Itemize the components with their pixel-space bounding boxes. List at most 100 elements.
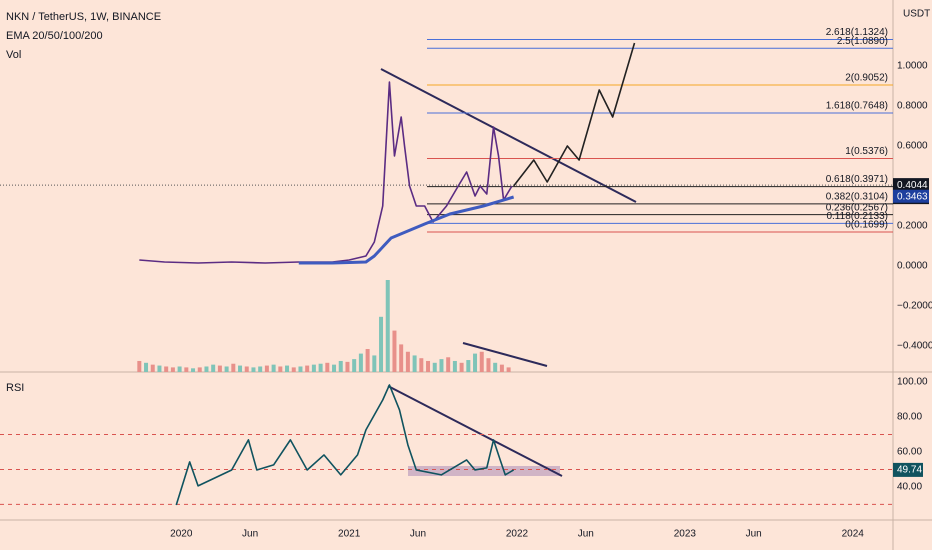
volume-bar bbox=[251, 367, 256, 372]
volume-bar bbox=[466, 360, 471, 372]
volume-bar bbox=[412, 355, 417, 372]
x-tick-label: 2020 bbox=[170, 529, 193, 540]
indicator-label: Vol bbox=[6, 49, 21, 61]
y-tick-label: 100.00 bbox=[897, 377, 928, 388]
volume-bar bbox=[439, 359, 444, 372]
volume-bar bbox=[318, 363, 323, 372]
trend-line bbox=[380, 68, 637, 203]
volume-bar bbox=[379, 316, 384, 372]
volume-bar bbox=[372, 355, 377, 372]
x-tick-label: Jun bbox=[242, 529, 258, 540]
volume-bar bbox=[352, 359, 357, 372]
x-tick-label: 2024 bbox=[842, 529, 865, 540]
volume-bar bbox=[278, 366, 283, 372]
price-tag-label: 0.4044 bbox=[897, 180, 928, 191]
y-tick-label: 0.6000 bbox=[897, 141, 928, 152]
volume-bar bbox=[177, 366, 182, 372]
volume-bar bbox=[419, 358, 424, 372]
volume-bar bbox=[204, 366, 209, 372]
volume-bar bbox=[385, 280, 390, 372]
volume-bar bbox=[285, 365, 290, 372]
price-line bbox=[298, 195, 515, 265]
symbol-title: NKN / TetherUS, 1W, BINANCE bbox=[6, 11, 161, 23]
x-tick-label: 2023 bbox=[674, 529, 697, 540]
volume-bar bbox=[499, 364, 504, 372]
volume-bar bbox=[345, 361, 350, 372]
volume-bar bbox=[446, 357, 451, 372]
volume-bar bbox=[150, 364, 155, 372]
volume-bar bbox=[170, 367, 175, 372]
fib-label: 1.618(0.7648) bbox=[826, 101, 888, 112]
y-tick-label: −0.2000 bbox=[897, 301, 932, 312]
fib-label: 2.5(1.0890) bbox=[837, 36, 888, 47]
x-tick-label: Jun bbox=[410, 529, 426, 540]
fib-label: 0.618(0.3971) bbox=[826, 174, 888, 185]
volume-bar bbox=[405, 351, 410, 372]
volume-bar bbox=[399, 344, 404, 372]
x-tick-label: Jun bbox=[746, 529, 762, 540]
y-tick-label: 0.0000 bbox=[897, 261, 928, 272]
x-tick-label: 2022 bbox=[506, 529, 529, 540]
volume-bar bbox=[325, 362, 330, 372]
fib-label: 2(0.9052) bbox=[845, 73, 888, 84]
volume-bar bbox=[358, 353, 363, 372]
volume-bar bbox=[459, 362, 464, 372]
price-line bbox=[139, 81, 513, 264]
volume-bar bbox=[211, 364, 216, 372]
volume-bar bbox=[264, 365, 269, 372]
volume-bar bbox=[291, 367, 296, 372]
y-tick-label: 1.0000 bbox=[897, 61, 928, 72]
x-tick-label: Jun bbox=[578, 529, 594, 540]
volume-bar bbox=[217, 365, 222, 372]
indicator-label: EMA 20/50/100/200 bbox=[6, 30, 103, 42]
currency-label: USDT bbox=[903, 9, 930, 20]
volume-bar bbox=[365, 349, 370, 372]
y-tick-label: 60.00 bbox=[897, 447, 922, 458]
volume-bar bbox=[191, 368, 196, 372]
volume-bar bbox=[258, 366, 263, 372]
volume-bar bbox=[305, 365, 310, 372]
volume-bar bbox=[506, 367, 511, 372]
volume-bar bbox=[271, 364, 276, 372]
fib-label: 0.382(0.3104) bbox=[826, 192, 888, 203]
trend-line bbox=[387, 385, 563, 477]
volume-bar bbox=[244, 366, 249, 372]
volume-bar bbox=[157, 365, 162, 372]
y-tick-label: −0.4000 bbox=[897, 341, 932, 352]
volume-bar bbox=[392, 330, 397, 372]
volume-bar bbox=[144, 362, 149, 372]
y-tick-label: 0.8000 bbox=[897, 101, 928, 112]
fib-label: 2.618(1.1324) bbox=[826, 27, 888, 38]
price-line bbox=[175, 384, 515, 506]
y-tick-label: 0.2000 bbox=[897, 221, 928, 232]
volume-bar bbox=[137, 360, 142, 372]
volume-bar bbox=[338, 360, 343, 372]
volume-bar bbox=[452, 360, 457, 372]
rsi-tag bbox=[893, 462, 923, 477]
trend-line bbox=[462, 342, 548, 367]
fib-label: 0.236(0.2567) bbox=[826, 202, 888, 213]
y-tick-label: 80.00 bbox=[897, 412, 922, 423]
volume-bar bbox=[164, 366, 169, 372]
volume-bar bbox=[332, 364, 337, 372]
volume-bar bbox=[473, 353, 478, 372]
fib-label: 1(0.5376) bbox=[845, 146, 888, 157]
volume-bar bbox=[311, 364, 316, 372]
rsi-title: RSI bbox=[6, 382, 24, 394]
volume-bar bbox=[493, 362, 498, 372]
rsi-tag-label: 49.74 bbox=[897, 465, 922, 476]
volume-bar bbox=[479, 351, 484, 372]
volume-bar bbox=[432, 362, 437, 372]
volume-bar bbox=[426, 360, 431, 372]
volume-bar bbox=[486, 358, 491, 372]
price-line bbox=[513, 42, 636, 187]
volume-bar bbox=[224, 366, 229, 372]
volume-bar bbox=[197, 367, 202, 372]
fib-label: 0(0.1699) bbox=[845, 220, 888, 231]
volume-bar bbox=[238, 365, 243, 372]
support-box bbox=[408, 466, 560, 476]
volume-bar bbox=[298, 366, 303, 372]
volume-bar bbox=[184, 367, 189, 372]
